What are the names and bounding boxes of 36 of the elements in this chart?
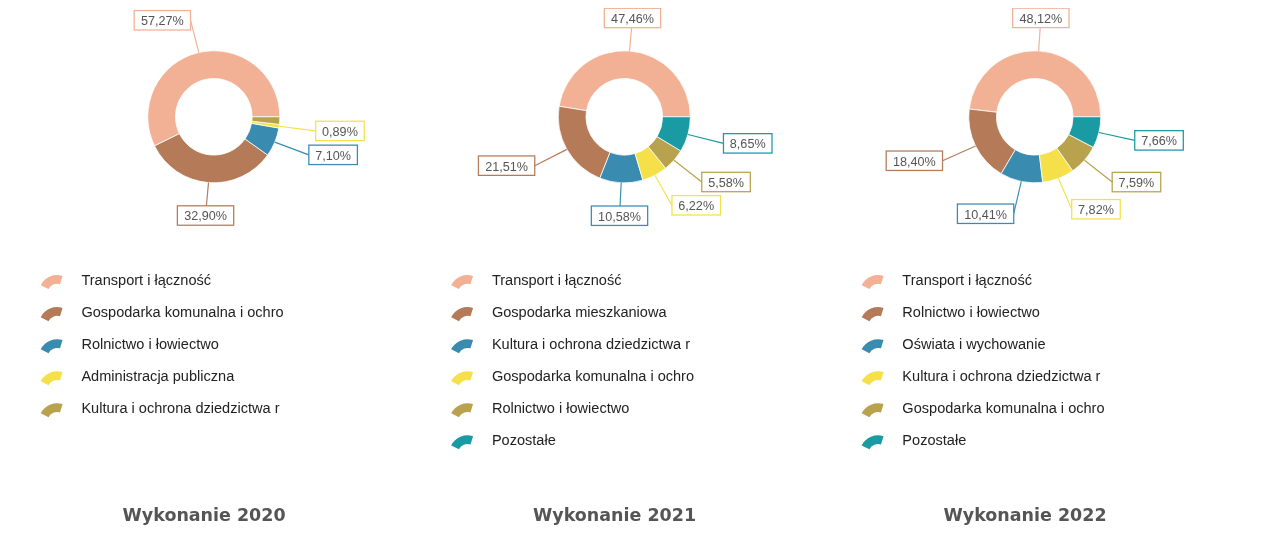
text: Wykonanie 2020 <box>122 504 286 525</box>
legend-label: Rolnictwo i łowiectwo <box>491 399 630 416</box>
legend-label: Gospodarka komunalna i ochro <box>491 367 695 384</box>
legend-label: Gospodarka komunalna i ochro <box>902 399 1105 416</box>
data-label: 47,46% <box>611 11 654 26</box>
legend-label: Rolnictwo i łowiectwo <box>81 335 219 352</box>
data-label: 48,12% <box>1019 11 1063 26</box>
data-label: 21,51% <box>485 159 528 174</box>
data-label: 7,59% <box>1118 175 1155 190</box>
legend-label: Kultura i ochrona dziedzictwa r <box>902 367 1101 384</box>
legend-label: Gospodarka mieszkaniowa <box>491 303 668 320</box>
legend-label: Administracja publiczna <box>81 367 236 384</box>
legend-label: Transport i łączność <box>902 271 1032 288</box>
legend-label: Kultura i ochrona dziedzictwa r <box>81 399 280 416</box>
text: Wykonanie 2021 <box>533 504 697 525</box>
legend-label: Gospodarka komunalna i ochro <box>81 303 284 320</box>
data-label: 18,40% <box>892 154 936 169</box>
legend-label: Kultura i ochrona dziedzictwa r <box>491 335 691 352</box>
data-label: 57,27% <box>140 14 184 29</box>
legend-label: Oświata i wychowanie <box>902 335 1046 352</box>
data-label: 10,58% <box>598 209 641 224</box>
data-label: 5,58% <box>708 175 744 190</box>
data-label: 0,89% <box>322 124 358 139</box>
data-label: 10,41% <box>964 207 1007 222</box>
legend-label: Transport i łączność <box>81 271 212 288</box>
legend-label: Rolnictwo i łowiectwo <box>902 303 1040 320</box>
legend-label: Pozostałe <box>902 432 967 449</box>
data-label: 7,10% <box>315 148 351 163</box>
data-label: 8,65% <box>729 137 766 152</box>
data-label: 6,22% <box>678 199 715 214</box>
legend-label: Pozostałe <box>491 432 556 449</box>
data-label: 32,90% <box>184 209 227 224</box>
data-label: 7,66% <box>1141 134 1177 149</box>
legend-label: Transport i łączność <box>491 271 622 288</box>
data-label: 7,82% <box>1078 203 1114 218</box>
text: Wykonanie 2022 <box>943 504 1107 525</box>
